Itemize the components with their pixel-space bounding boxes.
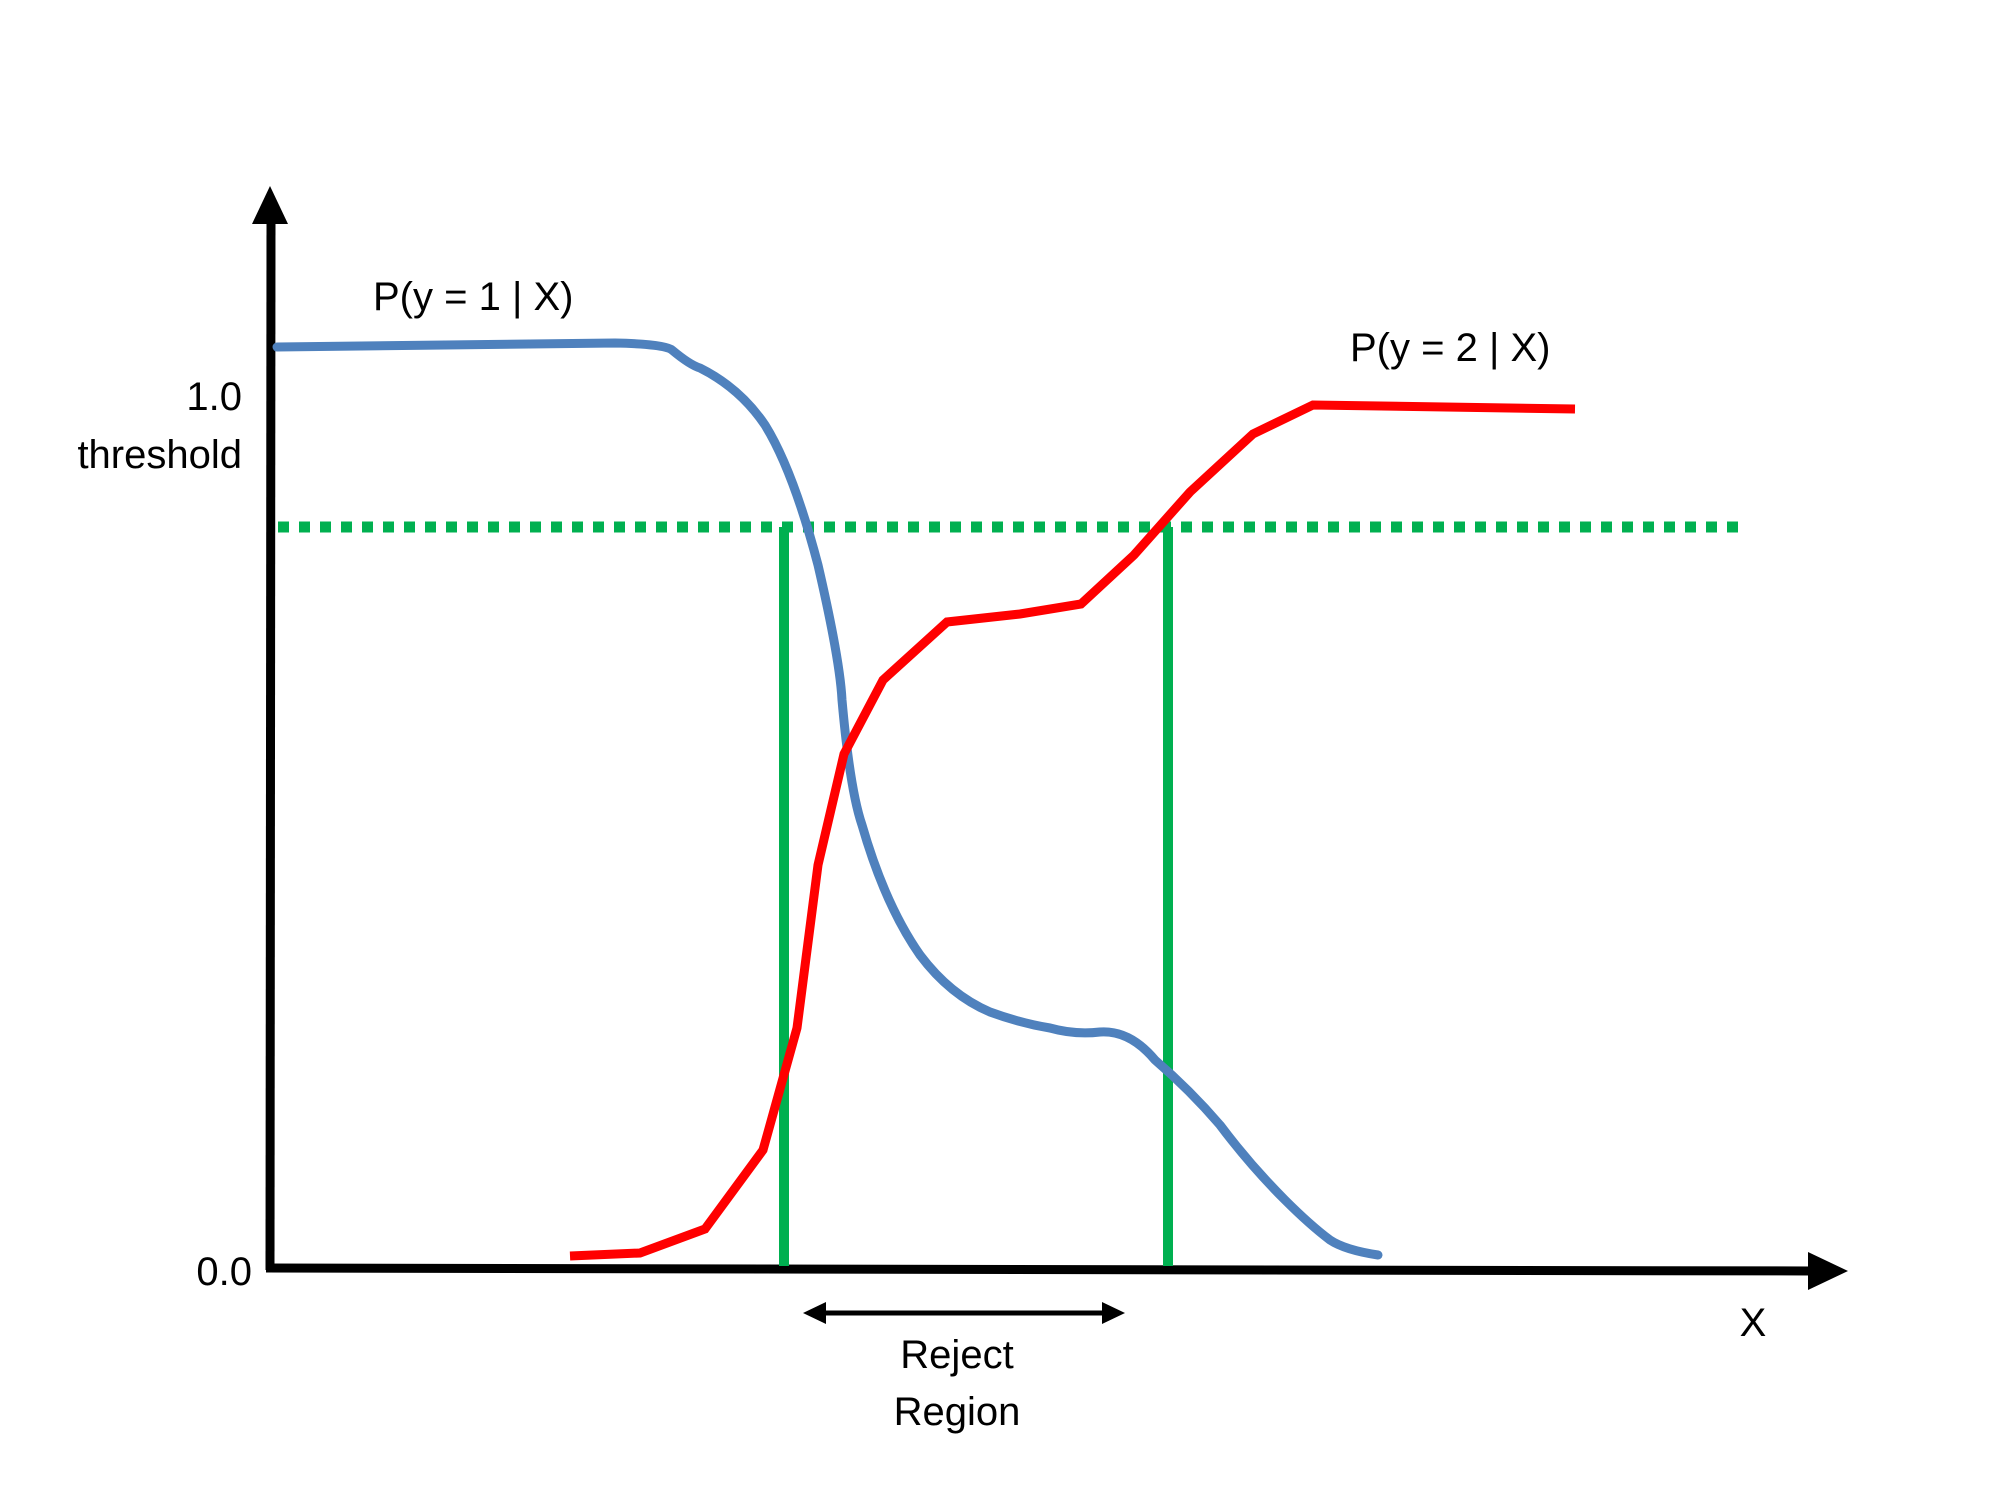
x-axis-label: X: [1740, 1301, 1767, 1345]
y-axis-top-label: 1.0: [186, 375, 242, 419]
reject-region-arrowhead-left: [803, 1302, 826, 1324]
x-axis-line: [265, 1263, 1813, 1276]
reject-region-label-line1: Reject: [900, 1333, 1013, 1377]
y-axis-line: [265, 221, 276, 1271]
x-axis-arrowhead: [1808, 1252, 1848, 1290]
y-axis-zero-label: 0.0: [196, 1250, 252, 1294]
curve-p-y1: [272, 338, 1383, 1260]
reject-region-label-line2: Region: [894, 1390, 1021, 1434]
y-axis-arrowhead: [252, 186, 288, 224]
curve1-label: P(y = 1 | X): [373, 275, 573, 319]
curve2-label: P(y = 2 | X): [1350, 326, 1550, 370]
threshold-label: threshold: [77, 433, 242, 477]
reject-region-arrowhead-right: [1102, 1302, 1125, 1324]
curve-p-y2: [569, 400, 1576, 1261]
